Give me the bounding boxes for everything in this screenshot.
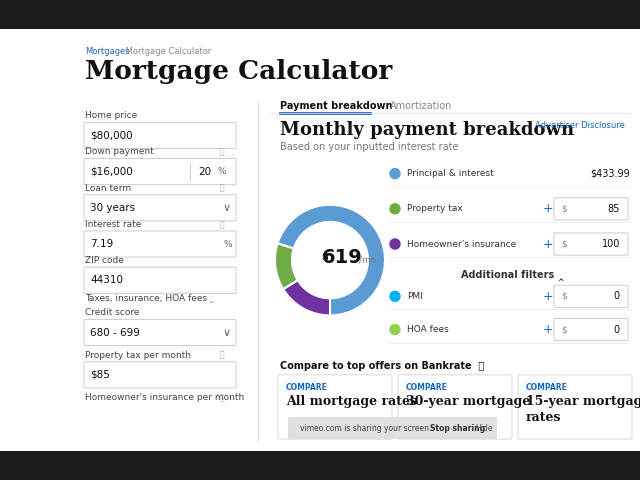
Text: COMPARE: COMPARE (406, 383, 448, 392)
Text: ⓘ: ⓘ (220, 147, 225, 156)
Circle shape (390, 239, 400, 249)
Text: $433.99: $433.99 (590, 168, 630, 179)
Text: 30 years: 30 years (90, 203, 135, 213)
Text: vimeo.com is sharing your screen.: vimeo.com is sharing your screen. (300, 423, 431, 432)
Text: 680 - 699: 680 - 699 (90, 327, 140, 337)
Text: ∨: ∨ (223, 327, 231, 337)
Text: +: + (543, 323, 554, 336)
FancyBboxPatch shape (0, 29, 640, 451)
FancyBboxPatch shape (84, 158, 236, 185)
Text: $: $ (561, 240, 567, 249)
FancyBboxPatch shape (278, 375, 392, 439)
Text: $85: $85 (90, 370, 110, 380)
Text: $: $ (561, 325, 567, 334)
Text: Homeowner’s insurance: Homeowner’s insurance (407, 240, 516, 249)
Circle shape (390, 204, 400, 214)
Text: Down payment: Down payment (85, 147, 154, 156)
Text: Property tax: Property tax (407, 204, 463, 213)
Text: Stop sharing: Stop sharing (430, 423, 485, 432)
Text: Based on your inputted interest rate: Based on your inputted interest rate (280, 143, 458, 153)
FancyBboxPatch shape (84, 195, 236, 221)
FancyBboxPatch shape (84, 122, 236, 148)
Text: HOA fees: HOA fees (407, 325, 449, 334)
Text: +: + (543, 290, 554, 303)
Text: Credit score: Credit score (85, 308, 140, 317)
Text: Homeowner's insurance per month: Homeowner's insurance per month (85, 393, 244, 402)
Text: Mortgage Calculator: Mortgage Calculator (85, 59, 392, 84)
Text: Payment breakdown: Payment breakdown (280, 101, 392, 111)
Wedge shape (284, 280, 330, 315)
Text: /mo: /mo (359, 256, 376, 264)
Text: ⓘ: ⓘ (220, 350, 225, 360)
FancyBboxPatch shape (288, 417, 497, 439)
Text: $: $ (321, 252, 328, 262)
Text: ZIP code: ZIP code (85, 256, 124, 265)
Text: Compare to top offers on Bankrate  ⓘ: Compare to top offers on Bankrate ⓘ (280, 360, 484, 371)
Text: %: % (218, 167, 227, 176)
Text: Hide: Hide (475, 423, 493, 432)
Text: 7.19: 7.19 (90, 239, 113, 249)
FancyBboxPatch shape (554, 285, 628, 307)
Circle shape (390, 168, 400, 179)
Text: 0: 0 (614, 324, 620, 335)
Text: Home price: Home price (85, 111, 137, 120)
Text: Monthly payment breakdown: Monthly payment breakdown (280, 121, 574, 139)
FancyBboxPatch shape (398, 375, 512, 439)
Text: 100: 100 (602, 239, 620, 249)
Text: Additional filters ‸: Additional filters ‸ (461, 270, 564, 281)
Text: Mortgages: Mortgages (85, 47, 130, 56)
Text: $: $ (561, 292, 567, 301)
Text: ⓘ: ⓘ (220, 184, 225, 192)
FancyBboxPatch shape (84, 362, 236, 388)
Text: Advertiser Disclosure: Advertiser Disclosure (535, 121, 625, 131)
Text: ∨: ∨ (223, 203, 231, 213)
Text: Property tax per month: Property tax per month (85, 350, 191, 360)
Wedge shape (278, 205, 385, 315)
FancyBboxPatch shape (84, 231, 236, 257)
Text: COMPARE: COMPARE (526, 383, 568, 392)
Text: 15-year mortgage
rates: 15-year mortgage rates (526, 395, 640, 424)
Text: 0: 0 (614, 291, 620, 301)
Text: 85: 85 (607, 204, 620, 214)
Wedge shape (275, 243, 298, 289)
Text: %: % (223, 240, 232, 249)
Text: COMPARE: COMPARE (286, 383, 328, 392)
Text: PMI: PMI (407, 292, 423, 301)
Text: 20: 20 (198, 167, 211, 177)
Text: All mortgage rates: All mortgage rates (286, 395, 417, 408)
FancyBboxPatch shape (518, 375, 632, 439)
Text: Loan term: Loan term (85, 184, 131, 192)
Text: +: + (543, 203, 554, 216)
FancyBboxPatch shape (554, 233, 628, 255)
Text: $16,000: $16,000 (90, 167, 132, 177)
Text: 30-year mortgage: 30-year mortgage (406, 395, 531, 408)
Text: Amortization: Amortization (390, 101, 452, 111)
Circle shape (390, 291, 400, 301)
Text: ⓘ: ⓘ (220, 393, 225, 402)
Text: 44310: 44310 (90, 275, 123, 285)
Text: Principal & interest: Principal & interest (407, 169, 493, 178)
FancyBboxPatch shape (84, 320, 236, 346)
Text: Taxes, insurance, HOA fees ‸: Taxes, insurance, HOA fees ‸ (85, 294, 213, 303)
Circle shape (390, 324, 400, 335)
FancyBboxPatch shape (84, 267, 236, 293)
Text: › Mortgage Calculator: › Mortgage Calculator (117, 47, 211, 56)
FancyBboxPatch shape (554, 318, 628, 341)
Text: Interest rate: Interest rate (85, 220, 141, 229)
Text: ⓘ: ⓘ (220, 220, 225, 229)
FancyBboxPatch shape (554, 198, 628, 220)
Text: $: $ (561, 204, 567, 213)
Text: 619: 619 (322, 248, 362, 266)
Text: $80,000: $80,000 (90, 131, 132, 141)
Text: +: + (543, 238, 554, 251)
